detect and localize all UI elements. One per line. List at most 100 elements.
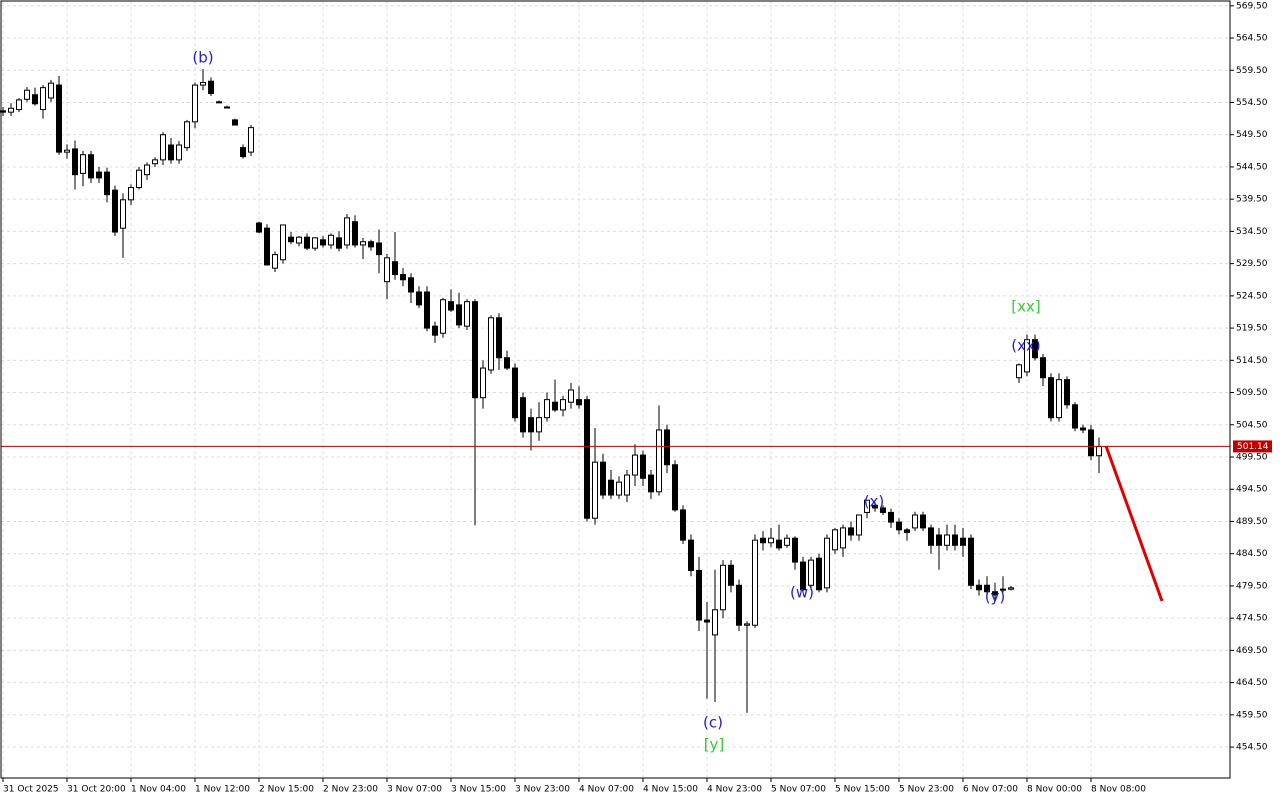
y-tick-label: 489.50: [1236, 517, 1268, 527]
candle-body: [304, 236, 310, 249]
candle-body: [88, 154, 94, 179]
candle-body: [712, 609, 718, 636]
candle-body: [312, 237, 318, 249]
wave-label: [xx]: [1011, 298, 1040, 316]
y-tick-label: 549.50: [1236, 130, 1268, 140]
y-tick-label: 474.50: [1236, 614, 1268, 624]
candle-body: [744, 623, 750, 626]
y-tick-label: 464.50: [1236, 678, 1268, 688]
candle-body: [160, 134, 166, 161]
candle-body: [456, 304, 462, 326]
x-tick-label: 31 Oct 20:00: [67, 785, 126, 795]
candle-body: [568, 389, 574, 403]
candle-body: [992, 591, 998, 596]
candle-body: [624, 474, 630, 496]
y-tick-label: 544.50: [1236, 162, 1268, 172]
price-label-box: [1233, 440, 1272, 453]
candle-body: [664, 429, 670, 466]
candle-body: [504, 357, 510, 369]
candle-body: [680, 509, 686, 541]
candle-body: [24, 89, 30, 100]
candle-body: [936, 534, 942, 546]
candle-body: [344, 217, 350, 246]
y-tick-label: 534.50: [1236, 227, 1268, 237]
candle-body: [512, 367, 518, 419]
candle-body: [952, 534, 958, 546]
y-tick-label: 504.50: [1236, 420, 1268, 430]
candle-body: [816, 557, 822, 591]
x-tick-label: 4 Nov 15:00: [643, 785, 698, 795]
x-tick-label: 2 Nov 23:00: [323, 785, 378, 795]
candle-body: [1096, 445, 1102, 457]
candle-body: [144, 164, 150, 176]
candle-body: [560, 399, 566, 411]
candle-body: [688, 539, 694, 571]
candle-body: [608, 479, 614, 496]
candle-body: [928, 527, 934, 546]
candle-body: [1040, 357, 1046, 379]
candle-body: [800, 561, 806, 591]
candle-body: [632, 454, 638, 476]
x-tick-label: 3 Nov 15:00: [451, 785, 506, 795]
y-tick-label: 454.50: [1236, 743, 1268, 753]
candle-body: [520, 397, 526, 433]
wave-label: (b): [192, 49, 213, 67]
candle-body: [616, 481, 622, 496]
candle-body: [696, 569, 702, 621]
y-tick-label: 559.50: [1236, 66, 1268, 76]
wave-label: (w): [790, 584, 814, 602]
x-tick-label: 4 Nov 07:00: [579, 785, 634, 795]
candle-body: [848, 527, 854, 536]
candle-body: [424, 291, 430, 329]
candle-body: [168, 144, 174, 161]
wave-label: (xx): [1011, 337, 1040, 355]
candle-body: [792, 537, 798, 563]
plot-frame: [0, 0, 1231, 779]
x-tick-label: 31 Oct 2025: [3, 785, 59, 795]
y-tick-label: 554.50: [1236, 98, 1268, 108]
candle-body: [264, 227, 270, 266]
wave-label: [y]: [704, 736, 725, 754]
candle-body: [440, 299, 446, 334]
candle-body: [536, 417, 542, 433]
candle-body: [32, 94, 38, 105]
y-tick-label: 539.50: [1236, 195, 1268, 205]
candle-body: [1080, 427, 1086, 431]
wave-label: (c): [703, 714, 723, 732]
candle-body: [736, 584, 742, 626]
candle-body: [96, 171, 102, 179]
candle-body: [648, 474, 654, 493]
y-tick-label: 459.50: [1236, 710, 1268, 720]
x-tick-label: 3 Nov 23:00: [515, 785, 570, 795]
candle-body: [880, 507, 886, 513]
x-tick-label: 2 Nov 15:00: [259, 785, 314, 795]
candle-body: [200, 82, 206, 86]
candle-body: [48, 82, 54, 99]
wave-label: (y): [985, 588, 1006, 606]
candle-body: [1088, 429, 1094, 457]
candle-body: [8, 107, 14, 113]
y-tick-label: 529.50: [1236, 259, 1268, 269]
y-tick-label: 469.50: [1236, 646, 1268, 656]
candle-body: [464, 301, 470, 327]
x-tick-label: 8 Nov 08:00: [1091, 785, 1146, 795]
candle-body: [152, 159, 158, 165]
candle-body: [472, 301, 478, 399]
candle-body: [824, 537, 830, 589]
candle-body: [216, 101, 222, 104]
candle-body: [448, 301, 454, 311]
candle-body: [128, 187, 134, 201]
candle-body: [832, 529, 838, 551]
candle-body: [272, 254, 278, 269]
candle-body: [192, 84, 198, 123]
candle-body: [480, 367, 486, 399]
candle-body: [296, 236, 302, 244]
candle-body: [552, 401, 558, 411]
x-tick-label: 6 Nov 07:00: [963, 785, 1018, 795]
y-tick-label: 524.50: [1236, 291, 1268, 301]
candle-body: [320, 239, 326, 246]
candle-body: [328, 234, 334, 246]
candle-body: [1024, 339, 1030, 373]
x-tick-label: 3 Nov 07:00: [387, 785, 442, 795]
candle-body: [112, 189, 118, 233]
